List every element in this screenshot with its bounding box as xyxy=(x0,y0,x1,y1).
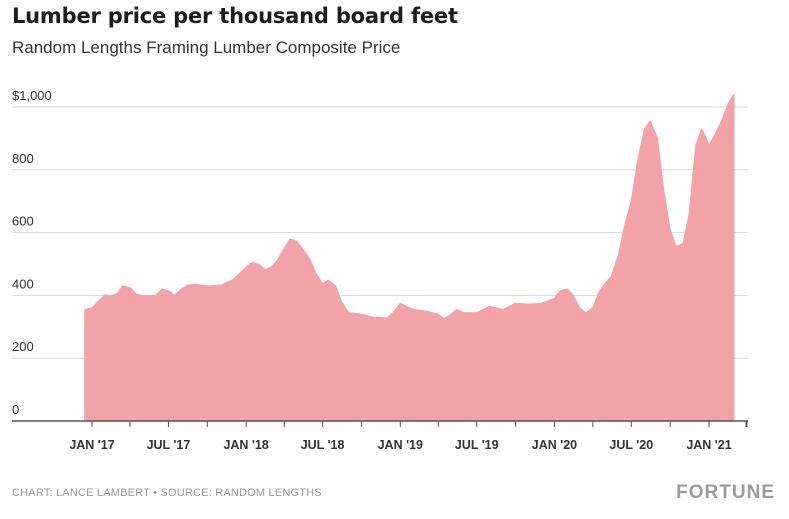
x-tick-label: JAN '19 xyxy=(378,438,423,452)
y-tick-label: 0 xyxy=(12,402,19,417)
x-tick-label: JUL '18 xyxy=(301,438,345,452)
x-tick-label: JAN '18 xyxy=(223,438,268,452)
x-axis: JAN '17 JUL '17 JAN '18 JUL '18 JAN '19 JUL '… xyxy=(12,420,748,452)
chart-subtitle: Random Lengths Framing Lumber Composite … xyxy=(12,38,401,57)
x-tick-label: JUL '20 xyxy=(609,438,653,452)
chart-credit: CHART: LANCE LAMBERT • SOURCE: RANDOM LE… xyxy=(12,487,322,499)
y-tick-label: 600 xyxy=(12,214,34,229)
y-tick-label: 200 xyxy=(12,339,34,354)
y-tick-label: 400 xyxy=(12,276,34,291)
x-tick-label: JAN '20 xyxy=(532,438,577,452)
y-tick-label: $1,000 xyxy=(12,88,52,103)
plot-area xyxy=(84,93,735,422)
x-tick-label: JAN '17 xyxy=(69,438,114,452)
chart-title: Lumber price per thousand board feet xyxy=(12,4,458,28)
x-tick-label: JAN '21 xyxy=(686,438,731,452)
price-area xyxy=(84,93,735,422)
x-tick-label: JUL '17 xyxy=(147,438,191,452)
fortune-logo: FORTUNE xyxy=(676,482,775,503)
y-axis-labels: $1,000 800 600 400 200 0 xyxy=(12,88,52,417)
y-tick-label: 800 xyxy=(12,151,34,166)
x-tick-label: JUL '19 xyxy=(455,438,499,452)
